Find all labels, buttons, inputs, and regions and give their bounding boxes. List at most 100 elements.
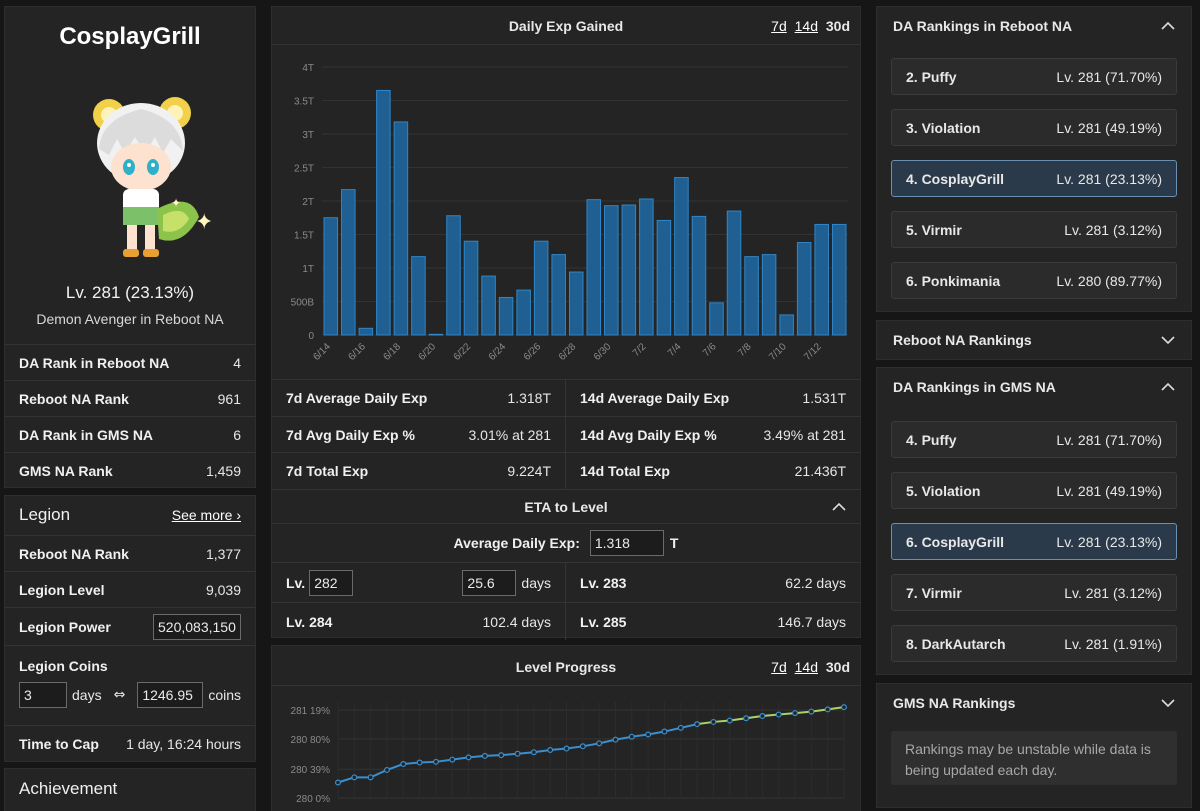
stat-label: 14d Total Exp: [580, 463, 670, 479]
ranking-card[interactable]: 6. Ponkimania Lv. 280 (89.77%): [891, 262, 1177, 299]
ranking-card[interactable]: 5. Virmir Lv. 281 (3.12%): [891, 211, 1177, 248]
point: [612, 736, 619, 743]
rank-label: DA Rank in Reboot NA: [19, 354, 170, 371]
x-tick-label: 6/20: [417, 341, 439, 363]
tab-7d[interactable]: 7d: [771, 18, 787, 34]
see-more-link[interactable]: See more ›: [171, 507, 241, 523]
bar: [796, 242, 812, 336]
tab-7d[interactable]: 7d: [771, 659, 787, 675]
x-tick-label: 6/22: [452, 341, 474, 363]
legion-level-value: 9,039: [205, 581, 241, 598]
chevron-down-icon[interactable]: [1161, 333, 1175, 347]
bar: [709, 302, 724, 336]
point: [449, 756, 456, 763]
y-tick-label: 3.5T: [294, 97, 314, 108]
ranking-level: Lv. 281 (3.12%): [1064, 221, 1162, 238]
section-title: GMS NA Rankings: [893, 695, 1016, 711]
ranking-level: Lv. 281 (71.70%): [1056, 431, 1162, 448]
character-class-world: Demon Avenger in Reboot NA: [36, 311, 224, 327]
reboot-na-rankings-panel[interactable]: Reboot NA Rankings: [876, 320, 1192, 360]
ranking-card[interactable]: 2. Puffy Lv. 281 (71.70%): [891, 58, 1177, 95]
bar: [674, 177, 689, 336]
x-tick-label: 6/30: [592, 341, 614, 363]
rank-row-da-reboot: DA Rank in Reboot NA 4: [5, 344, 255, 380]
x-tick-label: 7/8: [736, 341, 754, 359]
x-tick-label: 6/18: [381, 341, 403, 363]
legion-power-label: Legion Power: [19, 618, 111, 635]
character-level: Lv. 281 (23.13%): [65, 283, 195, 302]
chevron-up-icon[interactable]: [1161, 380, 1175, 394]
ranking-level: Lv. 281 (3.12%): [1064, 584, 1162, 601]
chevron-up-icon[interactable]: [1161, 19, 1175, 33]
stat-7d-total: 7d Total Exp 9.224T: [272, 452, 566, 489]
character-card: CosplayGrill ✦ ✦ Lv. 281 (23.13%) Demon …: [4, 6, 256, 488]
y-tick-label: 4T: [302, 63, 314, 74]
point: [792, 710, 799, 717]
ranking-card-current[interactable]: 4. CosplayGrill Lv. 281 (23.13%): [891, 160, 1177, 197]
tab-14d[interactable]: 14d: [794, 659, 818, 675]
ranking-level: Lv. 281 (49.19%): [1056, 482, 1162, 499]
stat-14d-avg: 14d Average Daily Exp 1.531T: [566, 380, 860, 416]
eta-level-input[interactable]: 282: [309, 569, 354, 596]
stat-label: 7d Total Exp: [286, 463, 369, 479]
eta-row-285: Lv. 285 146.7 days: [566, 602, 860, 640]
chevron-up-icon[interactable]: [832, 500, 846, 514]
stat-value: 3.01% at 281: [468, 426, 551, 443]
ranking-card-current[interactable]: 6. CosplayGrill Lv. 281 (23.13%): [891, 523, 1177, 560]
legion-power-field[interactable]: 520,083,150: [153, 613, 241, 640]
coins-amount-input[interactable]: 1246.95: [137, 682, 204, 708]
ranking-card[interactable]: 8. DarkAutarch Lv. 281 (1.91%): [891, 625, 1177, 662]
eta-days-input[interactable]: 25.6: [462, 569, 517, 596]
x-tick-label: 7/12: [802, 341, 824, 363]
stat-7d-pct: 7d Avg Daily Exp % 3.01% at 281: [272, 416, 566, 452]
eta-row-283: Lv. 283 62.2 days: [566, 562, 860, 602]
eta-avg-input[interactable]: 1.318: [589, 530, 664, 556]
y-tick-label: 280 39%: [291, 765, 331, 776]
level-progress-tabs: 7d 14d 30d: [767, 659, 850, 675]
y-tick-label: 0: [308, 331, 314, 342]
coins-days-input[interactable]: 3: [19, 682, 67, 708]
ranking-card[interactable]: 7. Virmir Lv. 281 (3.12%): [891, 574, 1177, 611]
bar: [428, 333, 444, 336]
legion-rank-label: Reboot NA Rank: [19, 545, 129, 562]
eta-header[interactable]: ETA to Level: [272, 490, 860, 524]
chevron-down-icon[interactable]: [1161, 696, 1175, 710]
tab-14d[interactable]: 14d: [794, 18, 818, 34]
point: [628, 733, 635, 740]
point: [514, 750, 521, 757]
ranking-level: Lv. 281 (49.19%): [1056, 119, 1162, 136]
point: [547, 746, 554, 753]
stat-label: 7d Average Daily Exp: [286, 390, 428, 406]
point: [710, 718, 717, 725]
rank-row-gms: GMS NA Rank 1,459: [5, 452, 255, 488]
gms-na-rankings-header[interactable]: GMS NA Rankings: [877, 684, 1191, 722]
ranking-name: 3. Violation: [906, 119, 981, 136]
legion-card: Legion See more › Reboot NA Rank 1,377 L…: [4, 495, 256, 762]
time-to-cap-label: Time to Cap: [19, 736, 99, 752]
legion-rank-value: 1,377: [205, 545, 241, 562]
daily-exp-chart: 0 500B 1T 1.5T 2T 2.5T 3T 3.5T 4T 6/14 6/16 6/18 6/2…: [291, 63, 848, 363]
tab-30d[interactable]: 30d: [825, 18, 850, 34]
bar: [358, 327, 374, 336]
ranking-card[interactable]: 5. Violation Lv. 281 (49.19%): [891, 472, 1177, 509]
da-rankings-gms-header[interactable]: DA Rankings in GMS NA: [877, 368, 1191, 406]
point: [677, 724, 684, 731]
eta-level-label: Lv. 283: [580, 574, 627, 591]
bar: [393, 121, 409, 336]
ranking-name: 4. Puffy: [906, 431, 957, 448]
x-tick-label: 7/2: [631, 341, 649, 359]
eta-days-unit: days: [521, 574, 551, 591]
stat-7d-avg: 7d Average Daily Exp 1.318T: [272, 380, 566, 416]
point: [432, 758, 439, 765]
ranking-card[interactable]: 3. Violation Lv. 281 (49.19%): [891, 109, 1177, 146]
ranking-level: Lv. 281 (23.13%): [1056, 533, 1162, 550]
eta-avg-label: Average Daily Exp:: [453, 535, 580, 551]
x-tick-label: 6/16: [346, 341, 368, 363]
svg-text:✦: ✦: [171, 196, 181, 210]
ranking-card[interactable]: 4. Puffy Lv. 281 (71.70%): [891, 421, 1177, 458]
legion-power-row: Legion Power 520,083,150: [5, 607, 255, 645]
x-tick-label: 6/24: [487, 341, 509, 363]
stat-label: 14d Avg Daily Exp %: [580, 426, 717, 443]
tab-30d[interactable]: 30d: [825, 659, 850, 675]
da-rankings-reboot-header[interactable]: DA Rankings in Reboot NA: [877, 7, 1191, 45]
